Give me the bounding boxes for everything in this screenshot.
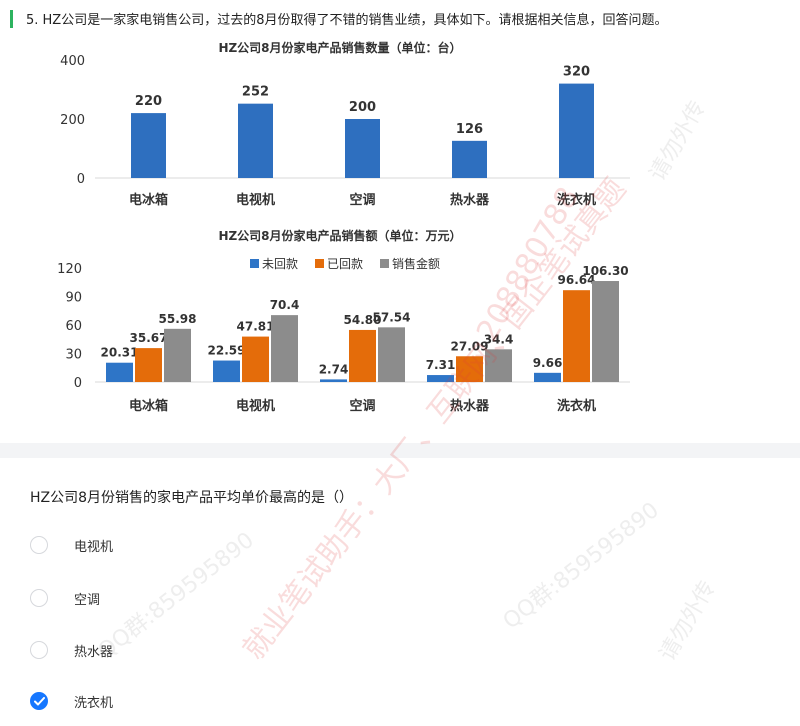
sales-quantity-chart: HZ公司8月份家电产品销售数量（单位：台） 0 200 400 220 电冰箱 252 电视机… — [60, 40, 630, 208]
chart2-ytick-label: 120 — [57, 262, 82, 277]
chart2-title: HZ公司8月份家电产品销售额（单位：万元） — [218, 228, 461, 243]
chart2-data-label: 55.98 — [159, 312, 197, 326]
chart2-data-label: 96.64 — [558, 273, 596, 287]
chart1-category-label: 洗衣机 — [557, 192, 596, 208]
chart2-ytick-label: 0 — [74, 376, 82, 391]
radio-icon[interactable] — [30, 536, 48, 554]
chart2-data-label: 9.66 — [533, 356, 563, 370]
radio-checked-icon[interactable] — [30, 692, 48, 710]
chart2-category-label: 热水器 — [450, 398, 490, 414]
chart2-data-label: 20.31 — [101, 346, 139, 360]
chart2-data-label: 7.31 — [426, 358, 456, 372]
chart2-ytick-label: 90 — [65, 291, 82, 306]
chart1-bar-3 — [452, 140, 487, 178]
chart2-category-label: 洗衣机 — [557, 398, 596, 414]
chart1-bar-2 — [345, 119, 380, 178]
chart2-bar-2-2 — [378, 327, 405, 382]
chart2-data-label: 34.4 — [484, 332, 514, 346]
chart2-legend-swatch-0 — [250, 259, 259, 268]
chart1-data-label: 320 — [563, 65, 590, 80]
chart1-data-label: 200 — [349, 100, 376, 115]
chart2-bar-2-0 — [320, 379, 347, 382]
chart1-bar-4 — [559, 83, 594, 178]
chart2-bar-1-0 — [213, 360, 240, 382]
chart1-ytick-label: 400 — [60, 54, 85, 69]
option-label: 热水器 — [74, 644, 114, 660]
chart1-ytick-label: 200 — [60, 113, 85, 128]
question-text: 5. HZ公司是一家家电销售公司，过去的8月份取得了不错的销售业绩，具体如下。请… — [26, 13, 668, 28]
chart2-ytick-label: 60 — [65, 319, 82, 334]
chart2-category-label: 空调 — [349, 398, 375, 414]
chart2-bar-1-2 — [271, 315, 298, 382]
option-label: 电视机 — [74, 539, 114, 555]
chart2-legend-label: 销售金额 — [392, 256, 440, 271]
chart2-bar-0-2 — [164, 328, 191, 382]
chart2-bar-0-1 — [135, 348, 162, 382]
chart2-data-label: 35.67 — [130, 331, 168, 345]
chart1-category-label: 热水器 — [450, 192, 490, 208]
chart2-legend-swatch-1 — [315, 259, 324, 268]
chart2-bar-2-1 — [349, 329, 376, 382]
chart2-legend-label: 已回款 — [327, 257, 363, 271]
chart2-bar-0-0 — [106, 362, 133, 382]
option-label: 空调 — [74, 592, 101, 608]
radio-icon[interactable] — [30, 589, 48, 607]
chart2-bar-1-1 — [242, 336, 269, 382]
chart2-bar-3-2 — [485, 349, 512, 382]
chart2-bar-3-0 — [427, 375, 454, 382]
chart1-data-label: 252 — [242, 85, 269, 100]
chart2-data-label: 106.30 — [582, 264, 628, 278]
sub-question-text: HZ公司8月份销售的家电产品平均单价最高的是（） — [30, 490, 354, 506]
sales-amount-chart: HZ公司8月份家电产品销售额（单位：万元） 未回款 已回款 销售金额 0 30 60 90 12… — [57, 228, 630, 414]
chart1-title: HZ公司8月份家电产品销售数量（单位：台） — [218, 40, 461, 55]
chart2-legend-label: 未回款 — [262, 257, 298, 271]
chart1-bar-0 — [131, 113, 166, 178]
chart2-legend-swatch-2 — [380, 259, 389, 268]
chart2-data-label: 54.80 — [344, 313, 382, 327]
option-2[interactable]: 空调 — [30, 585, 100, 611]
chart1-data-label: 220 — [135, 94, 162, 109]
chart2-data-label: 2.74 — [319, 362, 349, 376]
option-1[interactable]: 电视机 — [30, 532, 113, 558]
chart1-bar-1 — [238, 103, 273, 178]
chart2-bar-4-0 — [534, 372, 561, 382]
chart2-data-label: 70.4 — [270, 298, 300, 312]
chart2-data-label: 22.59 — [208, 344, 246, 358]
answer-card — [0, 458, 800, 726]
chart2-bar-3-1 — [456, 356, 483, 382]
chart2-ytick-label: 30 — [65, 348, 82, 363]
option-3[interactable]: 热水器 — [30, 637, 113, 663]
chart1-category-label: 空调 — [349, 192, 375, 208]
chart1-category-label: 电视机 — [236, 192, 275, 208]
chart2-data-label: 57.54 — [373, 310, 411, 324]
chart2-bar-4-2 — [592, 281, 619, 382]
chart2-category-label: 电冰箱 — [129, 398, 168, 414]
chart2-data-label: 27.09 — [451, 339, 489, 353]
chart2-bar-4-1 — [563, 290, 590, 382]
radio-icon[interactable] — [30, 641, 48, 659]
question-accent-bar — [10, 10, 13, 28]
option-label: 洗衣机 — [74, 695, 114, 711]
chart2-data-label: 47.81 — [237, 320, 275, 334]
chart1-ytick-label: 0 — [77, 172, 85, 187]
chart1-data-label: 126 — [456, 122, 483, 137]
chart2-category-label: 电视机 — [236, 398, 275, 414]
option-4[interactable]: 洗衣机 — [30, 688, 113, 714]
chart1-category-label: 电冰箱 — [129, 192, 168, 208]
